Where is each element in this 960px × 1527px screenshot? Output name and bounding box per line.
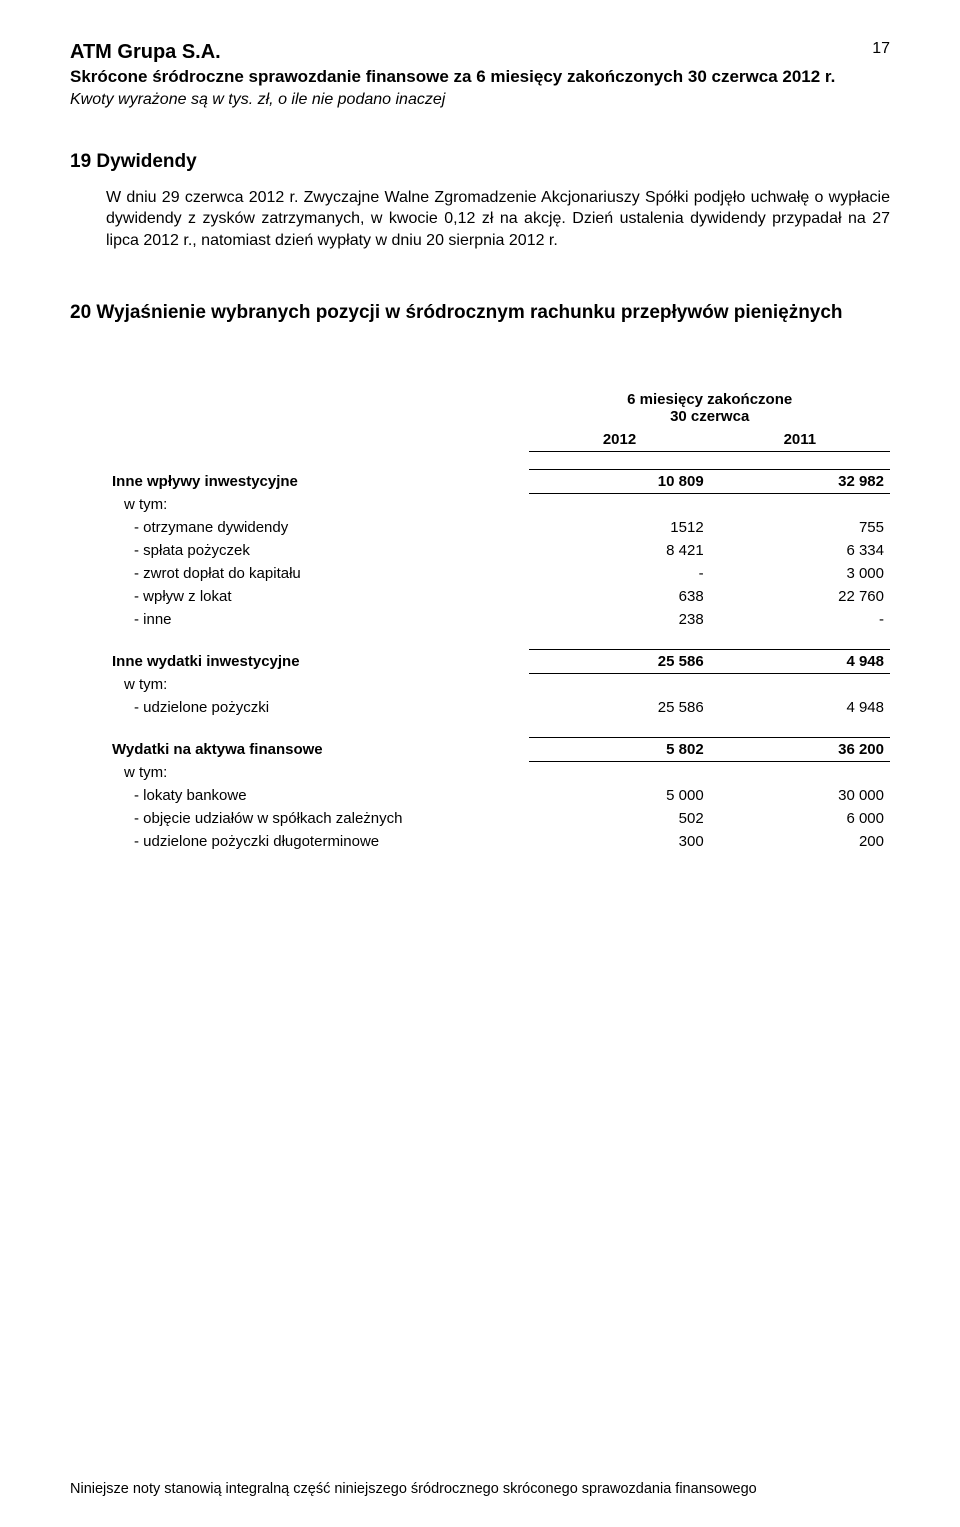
- table-row: w tym:: [106, 673, 890, 696]
- table-row: - spłata pożyczek 8 421 6 334: [106, 539, 890, 562]
- table-row: - lokaty bankowe 5 000 30 000: [106, 784, 890, 807]
- table-row: - otrzymane dywidendy 1512 755: [106, 516, 890, 539]
- table-row: Inne wydatki inwestycyjne 25 586 4 948: [106, 649, 890, 673]
- value-cell: 36 200: [710, 737, 890, 761]
- value-cell: 6 334: [710, 539, 890, 562]
- value-cell: 755: [710, 516, 890, 539]
- company-name: ATM Grupa S.A.: [70, 40, 221, 64]
- table-row: Wydatki na aktywa finansowe 5 802 36 200: [106, 737, 890, 761]
- row-label: - lokaty bankowe: [106, 784, 529, 807]
- row-label: - inne: [106, 608, 529, 631]
- value-cell: 6 000: [710, 807, 890, 830]
- value-cell: 8 421: [529, 539, 709, 562]
- row-label: - zwrot dopłat do kapitału: [106, 562, 529, 585]
- value-cell: 4 948: [710, 649, 890, 673]
- report-subtitle: Skrócone śródroczne sprawozdanie finanso…: [70, 66, 890, 88]
- row-label: - wpływ z lokat: [106, 585, 529, 608]
- value-cell: -: [710, 608, 890, 631]
- value-cell: 32 982: [710, 469, 890, 493]
- row-label: - udzielone pożyczki długoterminowe: [106, 830, 529, 853]
- table-row: w tym:: [106, 761, 890, 784]
- table-row: - objęcie udziałów w spółkach zależnych …: [106, 807, 890, 830]
- value-cell: 5 802: [529, 737, 709, 761]
- row-label: - otrzymane dywidendy: [106, 516, 529, 539]
- footer-note: Niniejsze noty stanowią integralną część…: [70, 1421, 890, 1497]
- table-row: - udzielone pożyczki 25 586 4 948: [106, 696, 890, 719]
- value-cell: 1512: [529, 516, 709, 539]
- value-cell: 200: [710, 830, 890, 853]
- value-cell: 300: [529, 830, 709, 853]
- report-subtitle-note: Kwoty wyrażone są w tys. zł, o ile nie p…: [70, 90, 890, 111]
- section-19-paragraph: W dniu 29 czerwca 2012 r. Zwyczajne Waln…: [70, 187, 890, 252]
- period-label-2: 30 czerwca: [670, 408, 749, 425]
- value-cell: 638: [529, 585, 709, 608]
- table-row: - zwrot dopłat do kapitału - 3 000: [106, 562, 890, 585]
- group-label: Inne wydatki inwestycyjne: [106, 649, 529, 673]
- value-cell: 5 000: [529, 784, 709, 807]
- row-label: - udzielone pożyczki: [106, 696, 529, 719]
- year-col-2: 2011: [710, 428, 890, 452]
- table-row: w tym:: [106, 493, 890, 516]
- group-label: Wydatki na aktywa finansowe: [106, 737, 529, 761]
- value-cell: 25 586: [529, 649, 709, 673]
- value-cell: 4 948: [710, 696, 890, 719]
- section-19-heading: 19 Dywidendy: [70, 151, 890, 173]
- table-row: - wpływ z lokat 638 22 760: [106, 585, 890, 608]
- value-cell: -: [529, 562, 709, 585]
- period-label-1: 6 miesięcy zakończone: [627, 391, 792, 408]
- page-number: 17: [872, 40, 890, 58]
- wtym-label: w tym:: [106, 493, 529, 516]
- table-row: Inne wpływy inwestycyjne 10 809 32 982: [106, 469, 890, 493]
- table-row: - inne 238 -: [106, 608, 890, 631]
- value-cell: 502: [529, 807, 709, 830]
- wtym-label: w tym:: [106, 761, 529, 784]
- year-col-1: 2012: [529, 428, 709, 452]
- row-label: - objęcie udziałów w spółkach zależnych: [106, 807, 529, 830]
- group-label: Inne wpływy inwestycyjne: [106, 469, 529, 493]
- value-cell: 10 809: [529, 469, 709, 493]
- row-label: - spłata pożyczek: [106, 539, 529, 562]
- value-cell: 30 000: [710, 784, 890, 807]
- cashflow-table: 6 miesięcy zakończone 30 czerwca 2012 20…: [106, 388, 890, 854]
- section-20-heading: 20 Wyjaśnienie wybranych pozycji w śródr…: [70, 302, 890, 324]
- value-cell: 238: [529, 608, 709, 631]
- table-row: - udzielone pożyczki długoterminowe 300 …: [106, 830, 890, 853]
- value-cell: 22 760: [710, 585, 890, 608]
- value-cell: 3 000: [710, 562, 890, 585]
- wtym-label: w tym:: [106, 673, 529, 696]
- value-cell: 25 586: [529, 696, 709, 719]
